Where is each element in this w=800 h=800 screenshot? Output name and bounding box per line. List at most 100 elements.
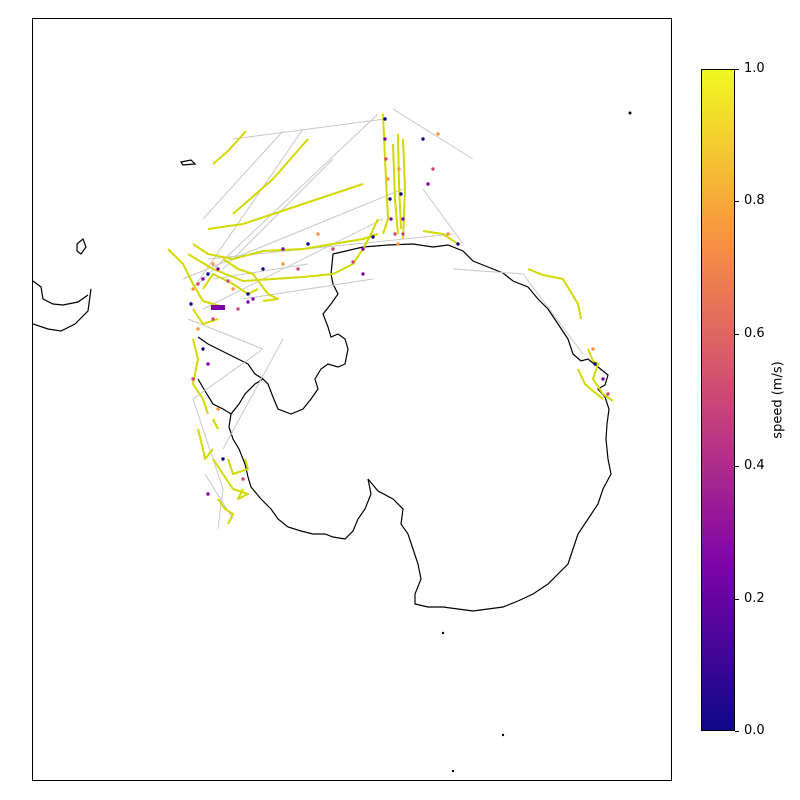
- gap-line: [222, 338, 284, 450]
- track-line: [402, 138, 406, 240]
- colorbar: [701, 69, 735, 731]
- speed-point: [383, 137, 387, 141]
- colorbar-tick-label: 0.4: [744, 458, 765, 474]
- speed-point: [236, 307, 240, 311]
- track-line: [382, 113, 389, 235]
- speed-point: [371, 235, 375, 239]
- speed-point: [426, 182, 430, 186]
- speed-point: [601, 377, 605, 381]
- speed-point: [201, 347, 205, 351]
- track-line: [207, 183, 364, 230]
- speed-point: [431, 167, 435, 171]
- track-line: [192, 308, 219, 325]
- gap-line: [217, 488, 224, 530]
- speed-point: [226, 279, 230, 283]
- track-line: [212, 418, 219, 430]
- speed-point: [296, 267, 300, 271]
- speed-point: [399, 192, 403, 196]
- speed-point: [401, 232, 405, 236]
- gap-line: [422, 188, 464, 245]
- gap-line: [212, 263, 309, 280]
- gap-line: [187, 318, 264, 350]
- track-line: [577, 368, 604, 400]
- speed-point: [206, 362, 210, 366]
- antarctic-peninsula: [197, 336, 264, 415]
- track-line: [222, 258, 279, 302]
- gap-line: [192, 128, 304, 290]
- speed-point: [351, 260, 355, 264]
- gap-line: [192, 348, 264, 400]
- speed-point: [361, 272, 365, 276]
- gap-line: [182, 188, 404, 280]
- speed-point: [206, 272, 210, 276]
- speed-point: [281, 247, 285, 251]
- speed-point: [401, 217, 405, 221]
- island-d: [501, 733, 505, 737]
- track-line: [232, 138, 309, 215]
- colorbar-tick-label: 0.2: [744, 590, 765, 606]
- speed-point: [211, 317, 215, 321]
- south-america-coast: [33, 280, 92, 332]
- island-e: [451, 769, 455, 773]
- colorbar-tick-label: 0.0: [744, 723, 765, 738]
- track-line: [197, 428, 214, 460]
- track-line: [187, 253, 334, 282]
- track-line: [192, 338, 209, 415]
- colorbar-ticks: 0.0 0.2 0.4 0.6 0.8 1.0: [735, 61, 775, 738]
- gap-line: [197, 113, 379, 285]
- speed-point: [211, 262, 215, 266]
- antarctica-coastline: [228, 243, 612, 612]
- speed-point: [306, 242, 310, 246]
- speed-point: [261, 267, 265, 271]
- track-line: [202, 273, 259, 295]
- track-line: [212, 458, 249, 500]
- island-f: [441, 631, 445, 635]
- track-line: [217, 498, 234, 525]
- colorbar-label: speed (m/s): [770, 361, 786, 439]
- speed-point: [191, 377, 195, 381]
- speed-point: [251, 297, 255, 301]
- speed-point: [216, 407, 220, 411]
- speed-point: [246, 292, 250, 296]
- island-a: [76, 237, 87, 255]
- gap-line: [202, 130, 284, 220]
- speed-point: [246, 300, 250, 304]
- colorbar-tick-label: 0.6: [744, 325, 765, 341]
- track-line: [212, 130, 247, 165]
- speed-point: [316, 232, 320, 236]
- track-line: [397, 133, 402, 230]
- speed-point: [221, 457, 225, 461]
- track-line: [392, 143, 399, 235]
- speed-point: [388, 197, 392, 201]
- speed-point: [593, 362, 597, 366]
- speed-point: [281, 262, 285, 266]
- speed-point: [446, 232, 450, 236]
- speed-point: [421, 137, 425, 141]
- speed-point: [591, 347, 595, 351]
- speed-point: [189, 302, 193, 306]
- island-c: [628, 111, 632, 115]
- speed-point: [201, 277, 205, 281]
- gap-line: [232, 118, 386, 140]
- speed-point: [241, 477, 245, 481]
- speed-point: [231, 287, 235, 291]
- speed-point: [389, 217, 393, 221]
- gap-line: [202, 218, 384, 310]
- speed-point: [393, 232, 397, 236]
- speed-point: [384, 157, 388, 161]
- speed-point: [386, 177, 390, 181]
- speed-point: [456, 242, 460, 246]
- track-line: [422, 230, 459, 245]
- speed-point: [191, 287, 195, 291]
- speed-point: [383, 117, 387, 121]
- speed-point: [206, 492, 210, 496]
- speed-point: [196, 327, 200, 331]
- speed-point: [361, 247, 365, 251]
- slow-speed-cluster: [211, 305, 225, 310]
- speed-point: [196, 282, 200, 286]
- gap-line: [452, 268, 524, 275]
- track-line: [167, 248, 224, 308]
- speed-point: [216, 267, 220, 271]
- track-line: [527, 268, 582, 320]
- animal-tracks: [167, 108, 614, 530]
